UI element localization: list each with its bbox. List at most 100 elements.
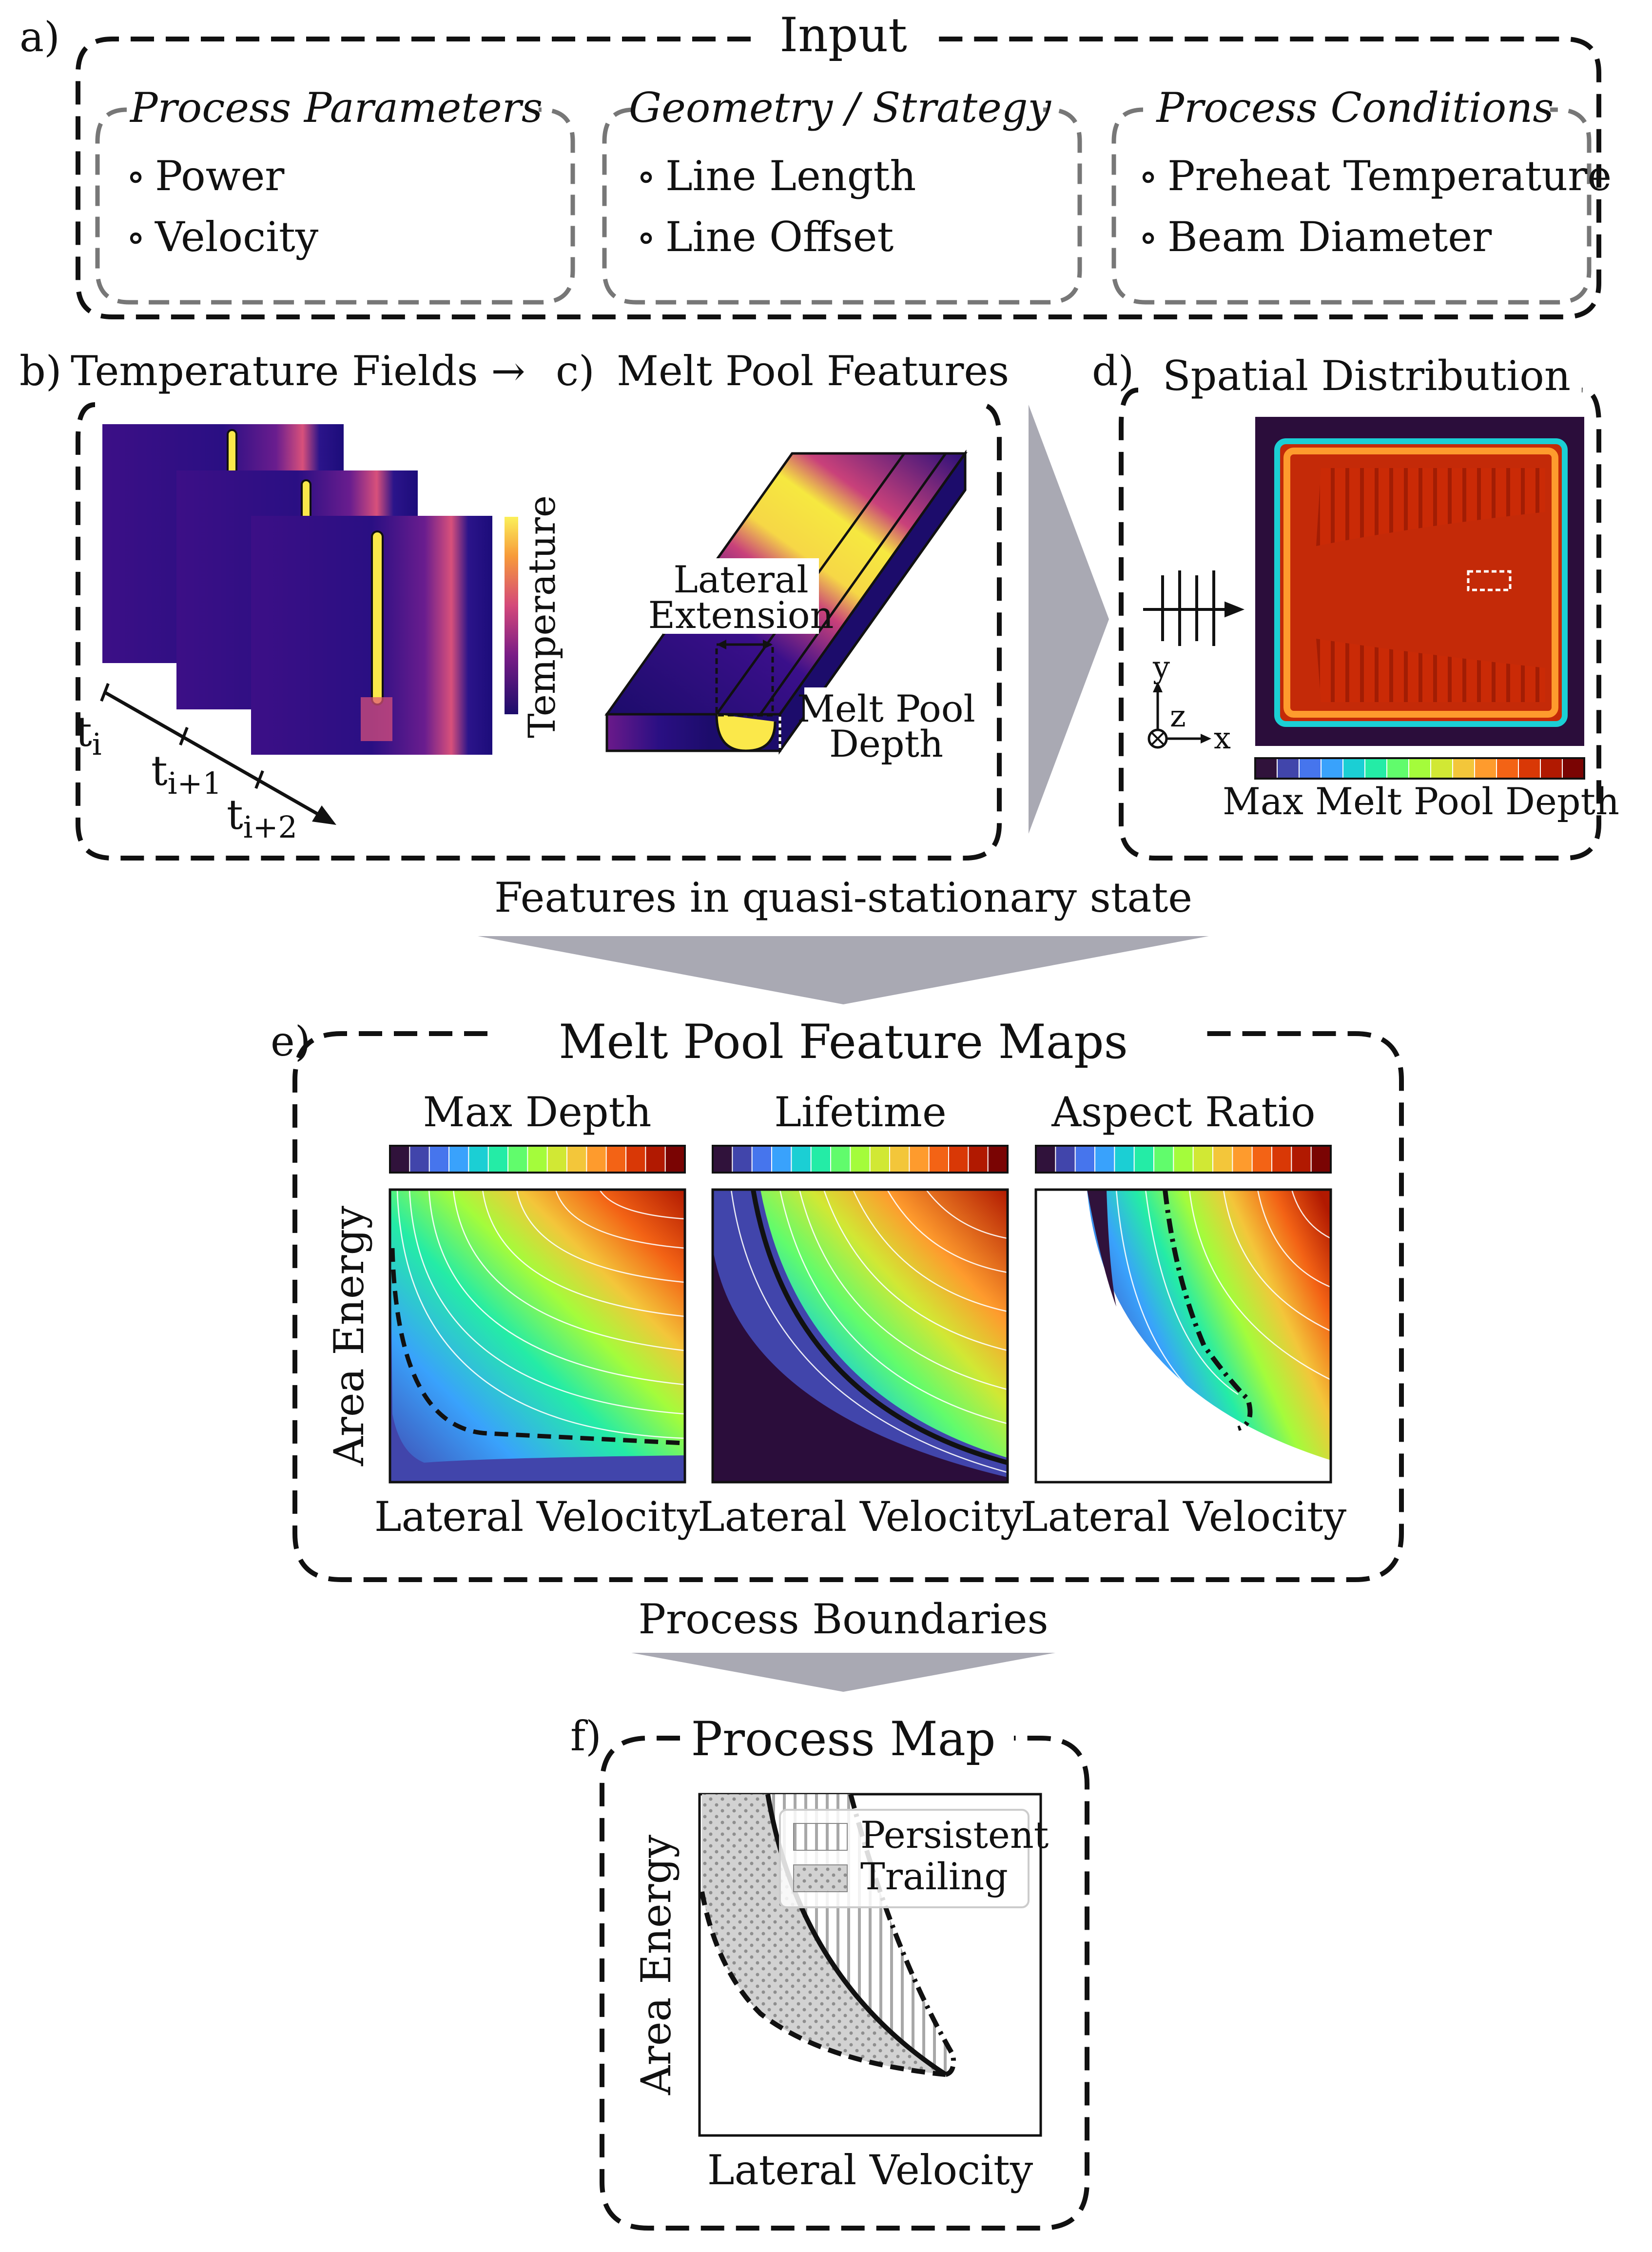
max-depth-boundary <box>390 1248 685 1446</box>
panel-e-letter: e) <box>271 1018 311 1065</box>
colorbar-bin <box>1365 758 1387 779</box>
map-lifetime <box>711 1188 1009 1484</box>
colorbar-bin <box>508 1146 528 1173</box>
colorbar-bin <box>1518 758 1541 779</box>
panel-d-letter: d) <box>1092 347 1134 395</box>
axis-y-label: y <box>1152 649 1170 685</box>
colorbar-bin <box>1409 758 1431 779</box>
process-map-legend: Persistent Trailing <box>779 1809 1049 1908</box>
colorbar-bin <box>1095 1146 1115 1173</box>
colorbar-bin <box>890 1146 910 1173</box>
colorbar-bin <box>665 1146 685 1173</box>
geom-line-offset: Line Offset <box>665 213 894 261</box>
depth-label-line1: Melt Pool <box>797 687 975 730</box>
legend-trailing-swatch <box>793 1864 848 1892</box>
colorbar-bin <box>1255 758 1278 779</box>
transition-process-boundaries: Process Boundaries <box>638 1595 1048 1643</box>
colorbar-bin <box>1173 1146 1194 1173</box>
depth-label-box <box>804 687 970 765</box>
colorbar-bin <box>1299 758 1322 779</box>
panel-f: f) Process Map Area Energy Persistent Tr… <box>570 1712 1089 2231</box>
colorbar-bin <box>1252 1146 1272 1173</box>
colorbar-bin <box>870 1146 890 1173</box>
lateral-extension-label-line2: Extension <box>648 593 834 637</box>
arrow-to-process-map <box>631 1653 1055 1692</box>
panel-f-letter: f) <box>570 1712 602 1760</box>
colorbar-bin <box>850 1146 871 1173</box>
map-lifetime-colorbar <box>712 1145 1009 1174</box>
depth-label-line2: Depth <box>829 722 943 765</box>
legend-trailing-label: Trailing <box>860 1855 1008 1898</box>
cond-preheat-temperature: Preheat Temperature <box>1167 152 1612 200</box>
colorbar-bin <box>645 1146 666 1173</box>
colorbar-bin <box>390 1146 410 1173</box>
panel-c-letter: c) <box>556 347 595 395</box>
colorbar-bin <box>909 1146 930 1173</box>
map-max-depth <box>389 1188 686 1484</box>
panel-e-ylabel: Area Energy <box>325 1206 373 1467</box>
colorbar-bin <box>1232 1146 1253 1173</box>
lateral-extension-bracket <box>715 643 774 717</box>
colorbar-bin <box>429 1146 449 1173</box>
colorbar-bin <box>567 1146 587 1173</box>
map-max-depth-title: Max Depth <box>423 1088 652 1136</box>
bullet-icon: ∘ <box>1138 152 1158 200</box>
map-aspect-ratio-colorbar <box>1035 1145 1332 1174</box>
legend-persistent-label: Persistent <box>860 1813 1049 1857</box>
colorbar-bin <box>626 1146 646 1173</box>
panel-bc: b) Temperature Fields → c) Melt Pool Fea… <box>19 347 1009 861</box>
colorbar-bin <box>1562 758 1585 779</box>
lifetime-boundary <box>751 1189 1009 1465</box>
geometry-strategy-title: Geometry / Strategy <box>629 84 1052 132</box>
colorbar-bin <box>1343 758 1365 779</box>
colorbar-bin <box>968 1146 989 1173</box>
colorbar-bin <box>811 1146 831 1173</box>
aspect-ratio-boundary <box>1163 1189 1253 1431</box>
axis-z-label: z <box>1170 698 1186 734</box>
time-axis-arrowhead <box>312 805 336 825</box>
colorbar-bin <box>1213 1146 1233 1173</box>
max-depth-boundary-line <box>700 1891 946 2077</box>
colorbar-bin <box>586 1146 607 1173</box>
geometry-strategy-frame <box>602 107 1082 305</box>
colorbar-bin <box>791 1146 812 1173</box>
panel-f-xlabel: Lateral Velocity <box>707 2146 1033 2194</box>
geom-line-length: Line Length <box>665 152 916 200</box>
colorbar-bin <box>1311 1146 1331 1173</box>
transition-quasi-stationary: Features in quasi-stationary state <box>494 874 1192 921</box>
colorbar-bin <box>606 1146 626 1173</box>
colorbar-bin <box>1431 758 1453 779</box>
panel-e-frame <box>292 1031 1404 1582</box>
cond-beam-diameter: Beam Diameter <box>1167 213 1492 261</box>
bullet-icon: ∘ <box>636 152 656 200</box>
temperature-colorbar-label: Temperature <box>520 495 564 738</box>
max-depth-colorbar <box>1254 757 1585 780</box>
param-power: Power <box>155 152 285 200</box>
param-velocity: Velocity <box>155 213 319 261</box>
colorbar-bin <box>1321 758 1343 779</box>
map-lifetime-title: Lifetime <box>774 1088 946 1136</box>
colorbar-bin <box>1134 1146 1154 1173</box>
colorbar-border <box>1254 757 1585 780</box>
time-label-ti: ti <box>76 708 102 762</box>
map-aspect-ratio-title: Aspect Ratio <box>1051 1088 1315 1136</box>
colorbar-bin <box>713 1146 733 1173</box>
colorbar-border <box>389 1145 686 1174</box>
input-title: Input <box>779 8 907 62</box>
colorbar-bin <box>1114 1146 1135 1173</box>
bullet-icon: ∘ <box>126 213 146 261</box>
colorbar-bin <box>831 1146 851 1173</box>
bullet-icon: ∘ <box>126 152 146 200</box>
colorbar-bin <box>1475 758 1497 779</box>
trailing-region <box>702 1794 946 2075</box>
lateral-extension-label-line1: Lateral <box>673 558 808 601</box>
map-max-depth-colorbar <box>389 1145 686 1174</box>
colorbar-bin <box>1036 1146 1056 1173</box>
map-lifetime-xlabel: Lateral Velocity <box>698 1493 1024 1541</box>
panel-a-letter: a) <box>19 13 60 61</box>
colorbar-bin <box>527 1146 548 1173</box>
colorbar-bin <box>1540 758 1563 779</box>
time-axis <box>104 690 328 821</box>
process-conditions-title: Process Conditions <box>1156 84 1554 132</box>
